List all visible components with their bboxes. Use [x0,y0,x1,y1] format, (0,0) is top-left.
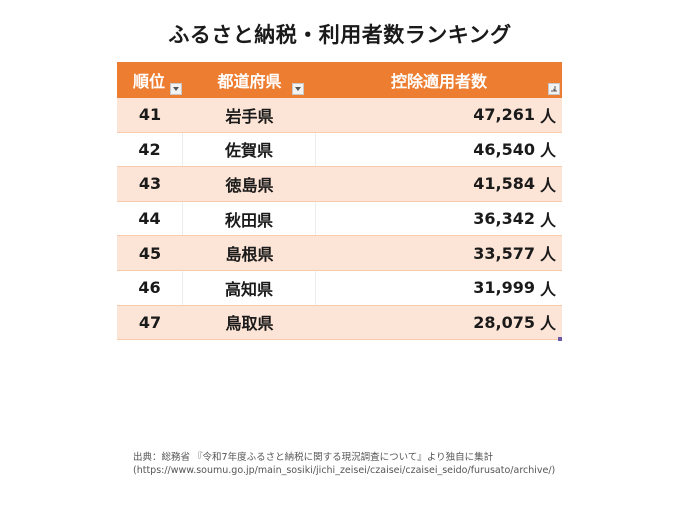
dropdown-arrow-icon [295,87,301,91]
rank-cell: 45 [138,243,162,263]
table-row[interactable]: 47 鳥取県 28,075 人 [117,305,562,341]
table-row[interactable]: 45 島根県 33,577 人 [117,236,562,271]
prefecture-cell: 岩手県 [225,106,274,126]
rank-cell: 42 [117,132,183,167]
filter-dropdown-prefecture-button[interactable] [292,83,304,95]
ranking-table: 順位 都道府県 控除適用者数 41 岩手県 47,261 人 42 佐賀県 46,… [117,62,562,341]
count-unit: 人 [539,175,556,195]
count-cell: 41,584 人 [316,167,562,201]
count-cell: 46,540 人 [316,133,562,167]
count-cell: 47,261 人 [316,98,562,132]
count-unit: 人 [539,141,556,161]
rank-cell: 41 [138,105,162,125]
table-row[interactable]: 44 秋田県 36,342 人 [117,201,562,237]
rank-cell: 43 [138,174,162,194]
table-resize-handle[interactable] [558,337,562,341]
rank-cell: 44 [117,201,183,236]
count-value: 31,999 [473,278,535,298]
header-rank-label: 順位 [133,72,166,91]
header-prefecture-label: 都道府県 [217,72,282,91]
count-value: 46,540 [473,139,535,159]
count-value: 28,075 [473,312,535,332]
table-row[interactable]: 41 岩手県 47,261 人 [117,98,562,133]
prefecture-cell: 秋田県 [183,201,316,236]
source-line-1: 出典：総務省 『令和7年度ふるさと納税に関する現況調査について』より独自に集計 [133,452,494,463]
count-value: 41,584 [473,174,535,194]
count-cell: 33,577 人 [316,236,562,270]
source-line-2: (https://www.soumu.go.jp/main_sosiki/jic… [133,465,556,476]
header-count-label: 控除適用者数 [390,72,487,91]
filter-dropdown-rank-button[interactable] [170,83,182,95]
page-title: ふるさと納税・利用者数ランキング [168,23,512,47]
count-unit: 人 [539,106,556,126]
count-cell: 28,075 人 [316,306,562,340]
header-count: 控除適用者数 [316,62,562,98]
header-rank: 順位 [117,62,183,98]
count-cell: 36,342 人 [316,202,562,236]
count-unit: 人 [539,210,556,230]
table-header-row: 順位 都道府県 控除適用者数 [117,62,562,98]
table-row[interactable]: 46 高知県 31,999 人 [117,270,562,306]
prefecture-cell: 高知県 [183,270,316,305]
prefecture-cell: 島根県 [225,245,274,265]
source-citation: 出典：総務省 『令和7年度ふるさと納税に関する現況調査について』より独自に集計 … [133,451,555,477]
sort-filter-count-button[interactable] [548,83,560,95]
count-value: 33,577 [473,243,535,263]
count-value: 47,261 [473,105,535,125]
prefecture-cell: 徳島県 [225,175,274,195]
count-unit: 人 [539,245,556,265]
count-cell: 31,999 人 [316,271,562,305]
table-row[interactable]: 43 徳島県 41,584 人 [117,167,562,202]
count-unit: 人 [539,314,556,334]
rank-cell: 47 [138,312,162,332]
rank-cell: 46 [117,270,183,305]
table-row[interactable]: 42 佐賀県 46,540 人 [117,132,562,168]
prefecture-cell: 佐賀県 [183,132,316,167]
dropdown-arrow-icon [173,87,179,91]
count-value: 36,342 [473,209,535,229]
prefecture-cell: 鳥取県 [225,314,274,334]
sort-descending-icon [551,86,557,92]
count-unit: 人 [539,279,556,299]
header-prefecture: 都道府県 [183,62,316,98]
